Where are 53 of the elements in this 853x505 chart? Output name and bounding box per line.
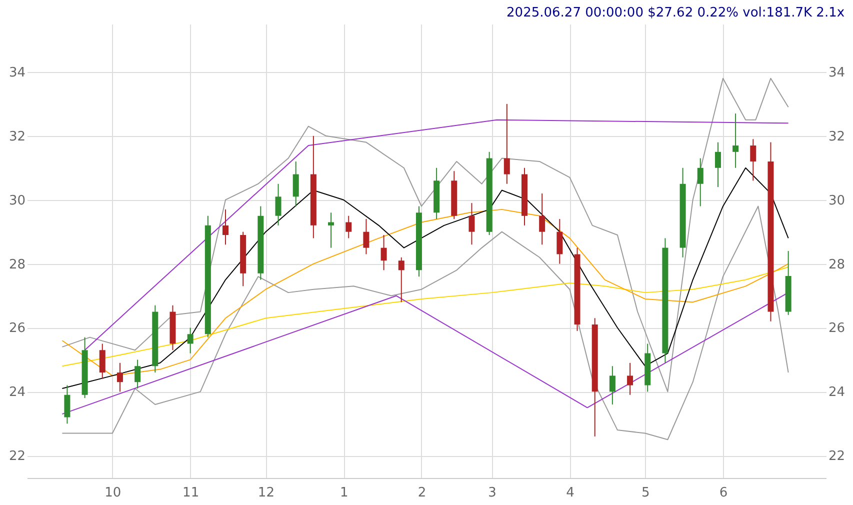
x-tick-label: 12 bbox=[258, 486, 274, 500]
candlestick bbox=[134, 359, 141, 389]
x-tick-label: 11 bbox=[182, 486, 200, 500]
x-tick-label: 3 bbox=[488, 486, 496, 500]
x-tick-label: 10 bbox=[104, 486, 122, 500]
y2-tick-label: 26 bbox=[828, 321, 846, 336]
y-tick-label: 30 bbox=[8, 193, 26, 208]
y2-tick-label: 28 bbox=[828, 257, 846, 272]
candlestick bbox=[468, 202, 475, 246]
y2-tick-label: 32 bbox=[828, 129, 846, 144]
candlestick bbox=[292, 160, 299, 207]
line-series bbox=[62, 78, 789, 392]
candlestick bbox=[380, 234, 387, 271]
y2-tick-label: 34 bbox=[828, 65, 846, 80]
candlestick bbox=[99, 343, 106, 380]
line-series bbox=[62, 167, 789, 389]
candlestick bbox=[556, 218, 563, 264]
candlestick bbox=[116, 362, 123, 392]
candlestick bbox=[64, 384, 70, 424]
y-tick-label: 34 bbox=[8, 65, 26, 80]
chart-title: 2025.06.27 00:00:00 $27.62 0.22% vol:181.7K 2.1x bbox=[506, 5, 845, 20]
x-tick-label: 5 bbox=[641, 486, 650, 500]
line-series bbox=[84, 119, 789, 351]
y-tick-label: 22 bbox=[8, 449, 26, 464]
candlestick bbox=[539, 192, 546, 246]
y2-tick-label: 24 bbox=[828, 385, 846, 400]
candlestick bbox=[398, 256, 404, 303]
candlestick bbox=[346, 215, 352, 239]
x-tick-label: 2 bbox=[418, 486, 426, 500]
candlestick bbox=[732, 113, 739, 168]
x-tick-label: 4 bbox=[566, 486, 574, 500]
candlestick bbox=[222, 208, 228, 246]
x-tick-label: 6 bbox=[719, 486, 728, 500]
candlestick bbox=[363, 218, 370, 255]
line-series bbox=[62, 208, 789, 376]
y-tick-label: 24 bbox=[8, 385, 26, 400]
y-tick-label: 26 bbox=[8, 321, 26, 336]
candlestick bbox=[697, 158, 704, 207]
candlestick bbox=[275, 183, 282, 226]
y-tick-label: 28 bbox=[8, 257, 26, 272]
candlestick bbox=[714, 142, 721, 188]
candlestick bbox=[328, 212, 334, 248]
x-tick-label: 1 bbox=[340, 486, 348, 500]
y2-tick-label: 22 bbox=[828, 449, 846, 464]
line-series bbox=[62, 206, 789, 440]
line-series bbox=[62, 266, 789, 367]
candlestick bbox=[187, 327, 194, 354]
candlestick bbox=[750, 138, 756, 182]
y2-tick-label: 30 bbox=[828, 193, 846, 208]
candlestick bbox=[609, 366, 616, 405]
y-tick-label: 32 bbox=[8, 129, 26, 144]
candlestick bbox=[627, 362, 634, 396]
candlestick bbox=[504, 103, 510, 184]
